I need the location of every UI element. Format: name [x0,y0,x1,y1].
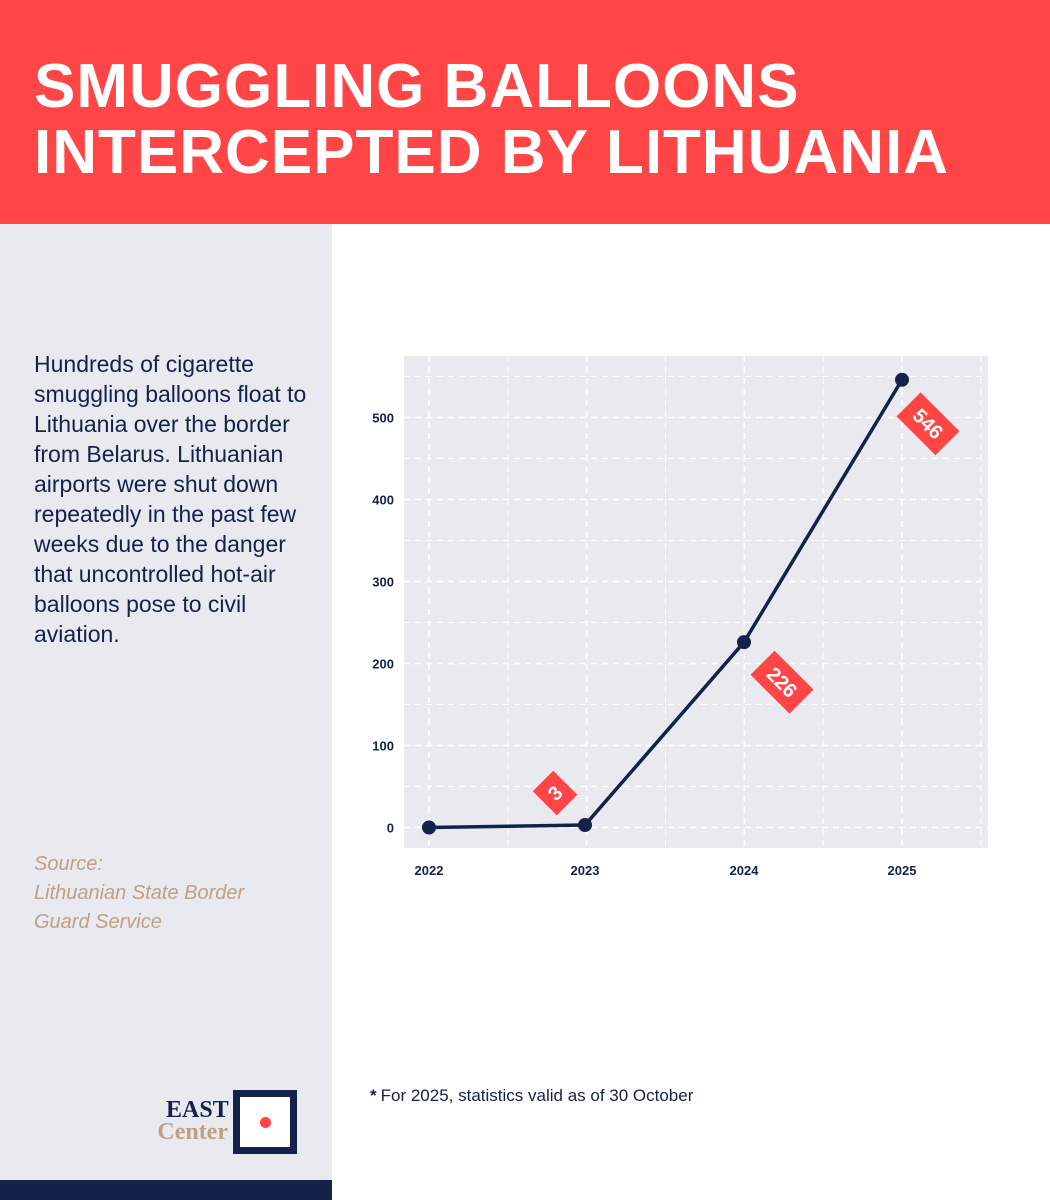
source-name-line-1: Lithuanian State Border [34,882,245,904]
footnote-marker: * [370,1086,377,1105]
x-tick-label: 2024 [730,863,760,878]
title-line-1: SMUGGLING BALLOONS [34,52,800,121]
data-label-badge [750,650,814,714]
data-point [737,635,751,650]
data-point [422,820,436,835]
data-point [578,818,592,833]
east-center-logo: EAST Center [148,1090,298,1156]
y-tick-label: 100 [372,739,394,754]
plot-area [404,356,988,848]
x-tick-label: 2022 [415,863,444,878]
data-label-badge [532,770,578,816]
source-block: Source: Lithuanian State Border Guard Se… [34,850,314,937]
data-point [895,372,909,387]
bottom-bar [0,1180,332,1200]
logo-text-center: Center [157,1119,228,1145]
y-tick-label: 0 [387,821,394,836]
source-name-line-2: Guard Service [34,911,162,933]
sidebar-panel [0,224,332,1200]
page-title: SMUGGLING BALLOONS INTERCEPTED BY LITHUA… [34,54,949,186]
footnote-text: For 2025, statistics valid as of 30 Octo… [380,1086,694,1105]
footnote: * For 2025, statistics valid as of 30 Oct… [370,1086,693,1106]
logo-dot-icon [260,1117,271,1128]
y-tick-label: 200 [372,657,394,672]
data-label: 3 [532,770,578,816]
y-tick-label: 500 [372,411,394,426]
y-tick-label: 400 [372,493,394,508]
y-tick-label: 300 [372,575,394,590]
source-label: Source: [34,853,103,875]
x-tick-label: 2023 [571,863,600,878]
logo-text-east: EAST [166,1097,229,1123]
title-line-2: INTERCEPTED BY LITHUANIA [34,118,950,187]
description-text: Hundreds of cigarette smuggling balloons… [34,351,307,647]
header-banner: SMUGGLING BALLOONS INTERCEPTED BY LITHUA… [0,0,1050,224]
data-label-badge [896,392,960,456]
logo-square-icon [233,1090,297,1154]
x-tick-label: 2025 [888,863,917,878]
series-line [428,378,904,830]
